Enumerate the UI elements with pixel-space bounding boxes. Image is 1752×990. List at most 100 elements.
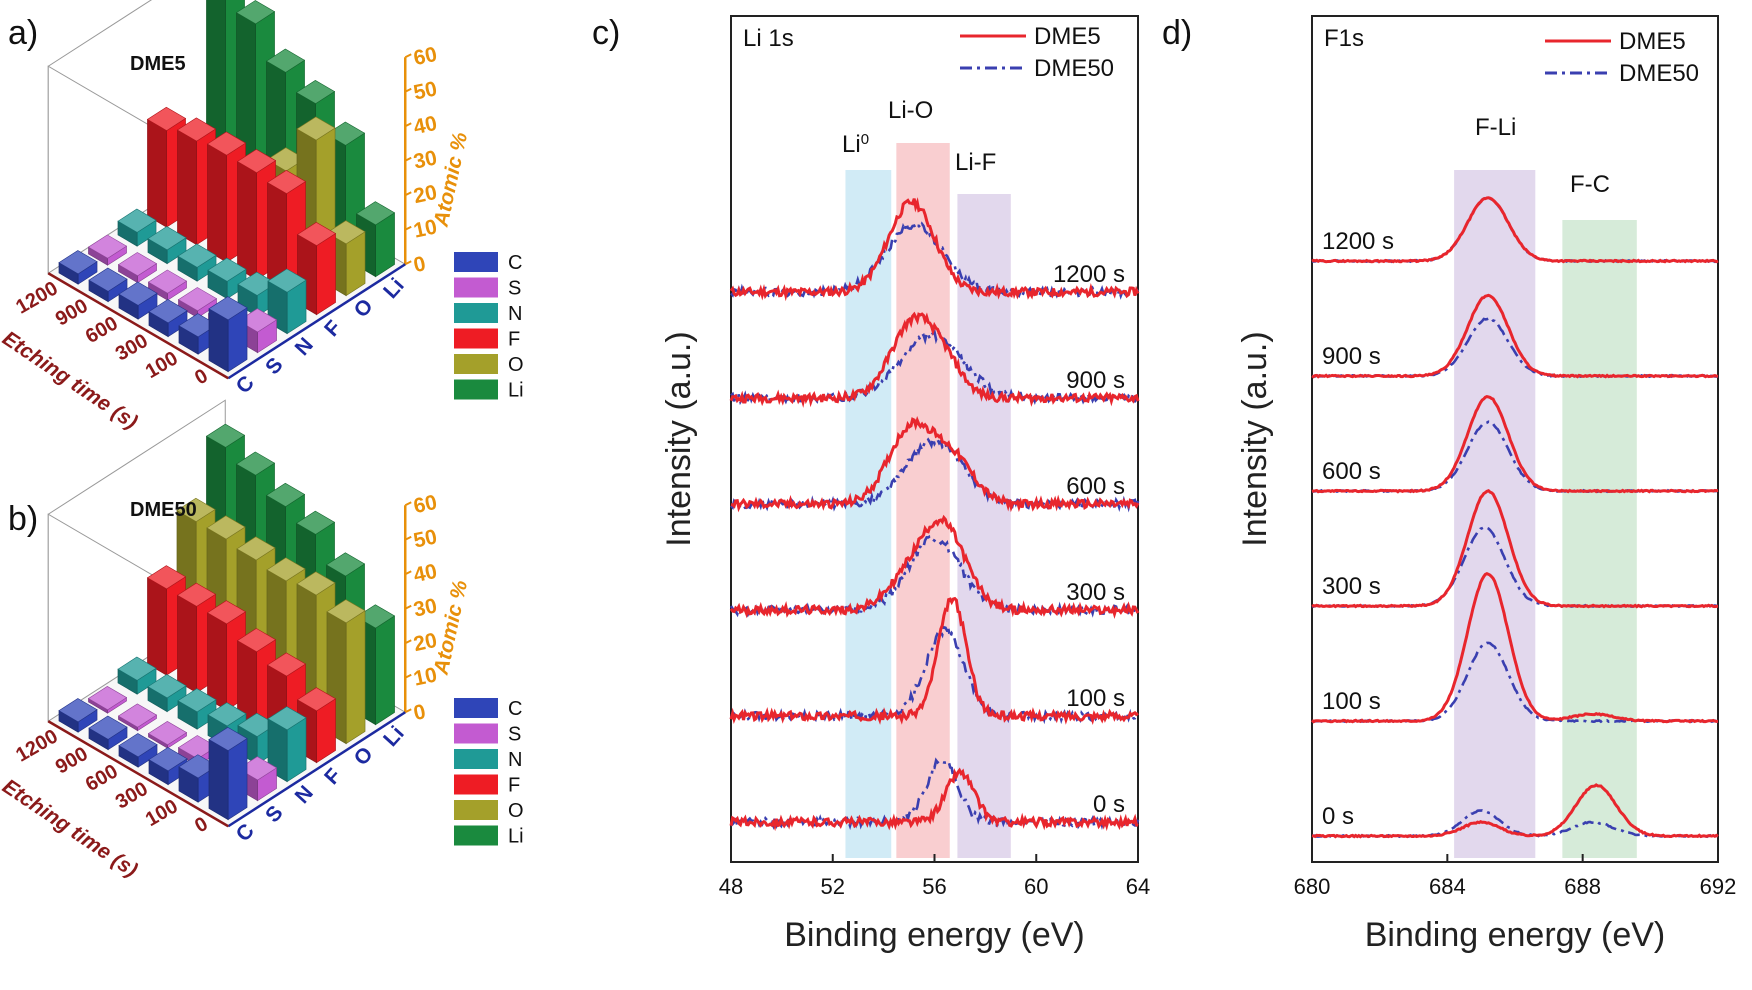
series-DME5-0s <box>1311 783 1719 839</box>
legend-swatch-S <box>454 277 498 298</box>
time-label: 100 s <box>1066 685 1125 712</box>
series-DME5-900s <box>1311 293 1719 379</box>
x-tick-label: 56 <box>922 874 946 899</box>
x-axis-title: Binding energy (eV) <box>1365 916 1666 954</box>
time-tick-label: 600 <box>82 312 122 348</box>
legend-label-O: O <box>508 800 524 822</box>
time-tick-label: 300 <box>112 778 152 814</box>
bar-F-0s <box>296 221 337 316</box>
x-tick-label: 684 <box>1429 874 1466 899</box>
series-DME5-1200s <box>729 197 1140 302</box>
time-label: 1200 s <box>1053 261 1125 288</box>
series-DME5-100s <box>729 596 1139 725</box>
series-DME50-100s <box>729 625 1139 725</box>
z-tick-label: 60 <box>412 43 440 70</box>
z-axis-title: Atomic % <box>429 578 472 678</box>
z-tick-label: 10 <box>412 215 440 242</box>
bar-N-900s <box>147 226 187 265</box>
element-tick-label: S <box>261 801 287 827</box>
bar-C-0s <box>208 296 248 373</box>
bar-S-1200s <box>87 234 128 266</box>
element-tick-label: C <box>232 371 259 398</box>
legend-swatch-F <box>454 328 498 349</box>
series-DME5-900s <box>729 311 1140 408</box>
legend-label-DME5: DME5 <box>1619 28 1686 55</box>
z-axis-title: Atomic % <box>429 130 472 230</box>
time-label: 0 s <box>1322 803 1354 830</box>
element-tick-label: N <box>291 781 318 808</box>
time-tick-label: 0 <box>191 813 212 838</box>
band-label: Li-O <box>888 97 933 124</box>
legend-label-C: C <box>508 252 522 274</box>
bar-N-600s <box>177 688 217 730</box>
legend-label-N: N <box>508 749 522 771</box>
time-axis <box>47 272 229 380</box>
bar-F-300s <box>236 628 277 729</box>
time-label: 900 s <box>1066 367 1125 394</box>
chart-title: DME5 <box>130 53 186 75</box>
legend-swatch-Li <box>454 379 498 400</box>
bar-S-600s <box>147 721 188 749</box>
time-label: 0 s <box>1093 791 1125 818</box>
bar-C-900s <box>88 715 128 751</box>
z-tick-label: 40 <box>412 112 440 139</box>
x-tick-label: 52 <box>821 874 845 899</box>
band-label: Li-F <box>955 149 996 176</box>
bar-N-600s <box>177 243 217 282</box>
band-li-f <box>957 194 1011 858</box>
li1s-spectra-chart: Li0 Li-O Li-F 1200 s 900 s 600 s 300 s 100 s 0 s… <box>660 15 1150 954</box>
legend-swatch-C <box>454 698 498 718</box>
legend-label-Li: Li <box>508 380 524 402</box>
z-tick-label: 20 <box>412 629 440 656</box>
bar-N-300s <box>207 257 247 300</box>
legend-swatch-N <box>454 303 498 323</box>
bar-C-1200s <box>58 698 98 733</box>
band-label: F-C <box>1570 171 1610 198</box>
element-axis <box>227 263 406 380</box>
bar-C-900s <box>88 267 128 303</box>
legend-swatch-Li <box>454 825 498 846</box>
legend-label-DME5: DME5 <box>1034 23 1101 50</box>
legend-label-Li: Li <box>508 826 524 848</box>
z-tick-label: 50 <box>412 525 440 552</box>
legend-swatch-F <box>454 774 498 795</box>
x-tick-label: 692 <box>1700 874 1737 899</box>
time-label: 900 s <box>1322 343 1381 370</box>
time-tick-label: 600 <box>82 760 122 796</box>
bar-N-1200s <box>117 656 157 695</box>
legend-swatch-C <box>454 252 498 272</box>
legend-label-DME50: DME50 <box>1619 60 1699 87</box>
series-DME50-100s <box>1311 641 1719 724</box>
z-tick-label: 60 <box>412 491 440 518</box>
panel-label-a: a) <box>8 14 38 52</box>
panel-label-c: c) <box>592 14 620 52</box>
series-DME5-100s <box>1311 571 1719 724</box>
z-tick-label: 0 <box>412 700 428 725</box>
bar-S-300s <box>177 287 218 319</box>
x-tick-label: 48 <box>719 874 743 899</box>
series-DME50-600s <box>1311 420 1719 494</box>
chart-title: DME50 <box>130 499 197 521</box>
x-tick-label: 60 <box>1024 874 1048 899</box>
time-label: 300 s <box>1322 573 1381 600</box>
series-DME5-1200s <box>1311 196 1719 264</box>
time-axis <box>47 720 229 828</box>
series-DME50-0s <box>1312 809 1719 839</box>
legend-label-F: F <box>508 329 520 351</box>
time-label: 600 s <box>1322 458 1381 485</box>
band-li <box>845 170 892 858</box>
x-tick-label: 64 <box>1126 874 1150 899</box>
bar-S-900s <box>117 252 158 284</box>
legend-label-S: S <box>508 724 521 746</box>
legend-label-F: F <box>508 775 520 797</box>
series-DME5-0s <box>729 767 1139 832</box>
z-tick-label: 30 <box>412 594 440 621</box>
bar-N-1200s <box>117 208 157 247</box>
panel-label-d: d) <box>1162 14 1192 52</box>
z-tick-label: 30 <box>412 146 440 173</box>
legend-label-DME50: DME50 <box>1034 55 1114 82</box>
plot-frame <box>1311 15 1719 863</box>
series-DME50-300s <box>1311 525 1719 609</box>
element-axis <box>227 711 406 828</box>
